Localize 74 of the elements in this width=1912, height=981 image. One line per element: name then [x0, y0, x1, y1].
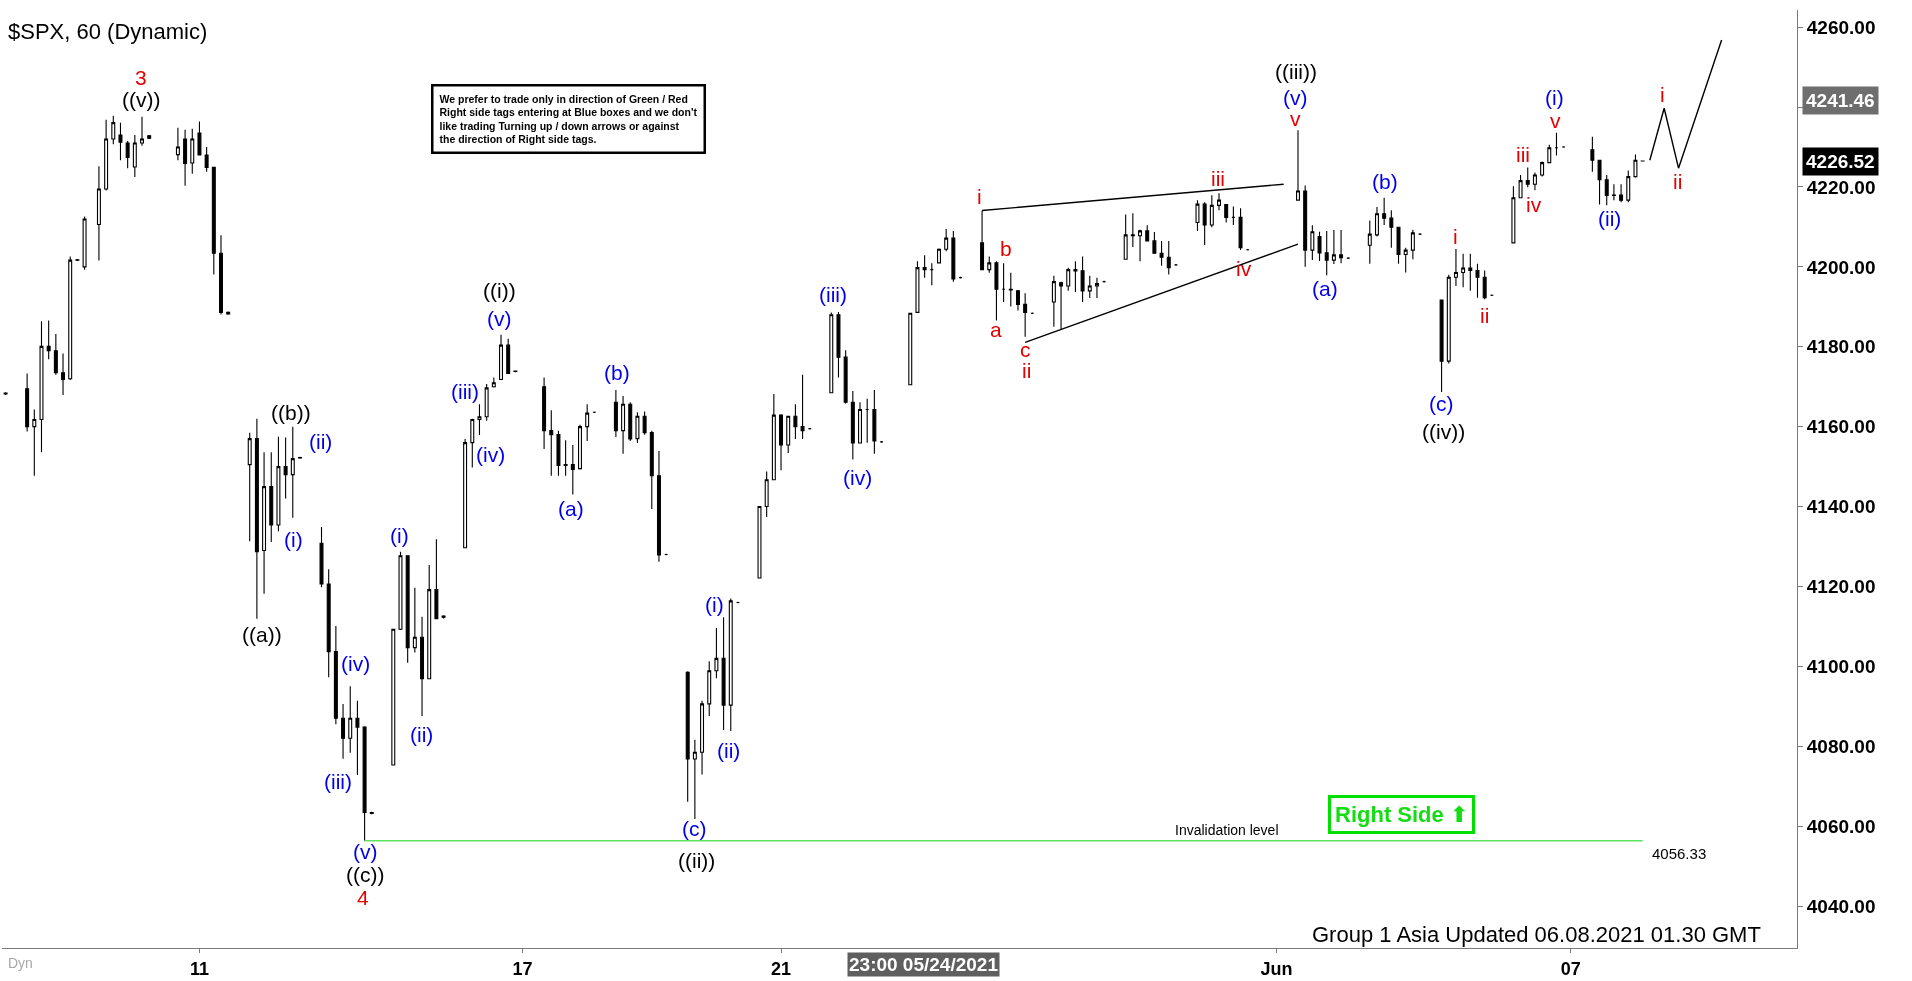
annotation: (iii) — [819, 283, 847, 306]
text: Dyn — [8, 955, 33, 971]
x-tick-label: 21 — [771, 958, 792, 979]
annotation: ((iv)) — [1422, 420, 1466, 443]
y-tick-label: 4180.00 — [1806, 336, 1876, 358]
annotation: b — [1000, 237, 1012, 260]
y-tick-label: 4260.00 — [1806, 16, 1876, 38]
annotation: (c) — [682, 817, 707, 840]
annotation: ((ii)) — [678, 849, 716, 872]
x-tick-label: 17 — [512, 958, 533, 979]
annotation: 4056.33 — [1652, 845, 1707, 862]
annotation: (v) — [487, 307, 512, 330]
annotation: (ii) — [309, 430, 333, 453]
annotation: (c) — [1429, 392, 1454, 415]
annotation: (b) — [604, 361, 630, 384]
y-tick-label: 4080.00 — [1806, 735, 1876, 757]
annotation: ((v)) — [122, 88, 161, 111]
annotation: (ii) — [410, 723, 434, 746]
annotation: iii — [1211, 167, 1225, 190]
annotation: (i) — [284, 528, 303, 551]
annotation: 3 — [135, 66, 147, 89]
annotation: c — [1020, 338, 1031, 361]
annotation: (ii) — [717, 739, 741, 762]
y-tick-label: 4140.00 — [1806, 496, 1876, 518]
annotation: i — [1660, 83, 1665, 106]
annotation: (i) — [1545, 86, 1564, 109]
annotation: (ii) — [1598, 207, 1622, 230]
x-tick-label: 07 — [1560, 958, 1581, 979]
annotation: ((c)) — [346, 863, 385, 886]
text: 4241.46 — [1806, 90, 1875, 111]
annotation: (iv) — [341, 652, 371, 675]
annotation: v — [1550, 109, 1561, 132]
annotation: i — [977, 185, 982, 208]
annotation: ((i)) — [483, 279, 516, 302]
annotation: (a) — [1312, 277, 1338, 300]
annotation: ii — [1480, 304, 1490, 327]
annotation: i — [1453, 225, 1458, 248]
y-tick-label: 4100.00 — [1806, 656, 1876, 678]
annotation: iv — [1236, 257, 1252, 280]
annotation: (b) — [1372, 170, 1398, 193]
annotation: (i) — [705, 593, 724, 616]
annotation: (a) — [558, 497, 584, 520]
annotation: ((iii)) — [1275, 60, 1317, 83]
x-tick-label: Jun — [1260, 958, 1293, 979]
ref-line-label: Invalidation level — [1175, 822, 1279, 838]
annotation: (v) — [353, 840, 378, 863]
y-tick-label: 4120.00 — [1806, 576, 1876, 598]
annotation: (iii) — [451, 380, 479, 403]
annotation: 4 — [357, 886, 369, 909]
y-tick-label: 4040.00 — [1806, 895, 1876, 917]
annotation: (i) — [390, 524, 409, 547]
y-tick-label: 4160.00 — [1806, 416, 1876, 438]
text: 23:00 05/24/2021 — [849, 954, 999, 975]
annotation: (iii) — [324, 770, 352, 793]
y-tick-label: 4060.00 — [1806, 815, 1876, 837]
annotation: ii — [1673, 170, 1683, 193]
annotation: (iv) — [476, 443, 506, 466]
annotation: iv — [1526, 193, 1542, 216]
annotation: ((b)) — [271, 401, 311, 424]
annotation: ((a)) — [242, 623, 282, 646]
y-tick-label: 4220.00 — [1806, 176, 1876, 198]
annotation: We prefer to trade only in direction of Green / Red Right side tags entering at Blue boxes and we don't like trading Turning up / down arrows or against the direction of Right side tags. — [439, 92, 698, 146]
x-tick-label: 11 — [189, 958, 209, 979]
text: 4226.52 — [1806, 151, 1875, 172]
annotation: ii — [1022, 359, 1032, 382]
annotation: v — [1290, 107, 1301, 130]
annotation: a — [990, 318, 1002, 341]
annotation: iii — [1516, 143, 1530, 166]
y-tick-label: 4200.00 — [1806, 256, 1876, 278]
annotation: (v) — [1283, 86, 1308, 109]
annotation: Group 1 Asia Updated 06.08.2021 01.30 GMT — [1312, 922, 1761, 947]
chart-title: $SPX, 60 (Dynamic) — [8, 18, 208, 44]
annotation: Right Side ⬆ — [1335, 802, 1469, 827]
annotation: (iv) — [843, 466, 873, 489]
